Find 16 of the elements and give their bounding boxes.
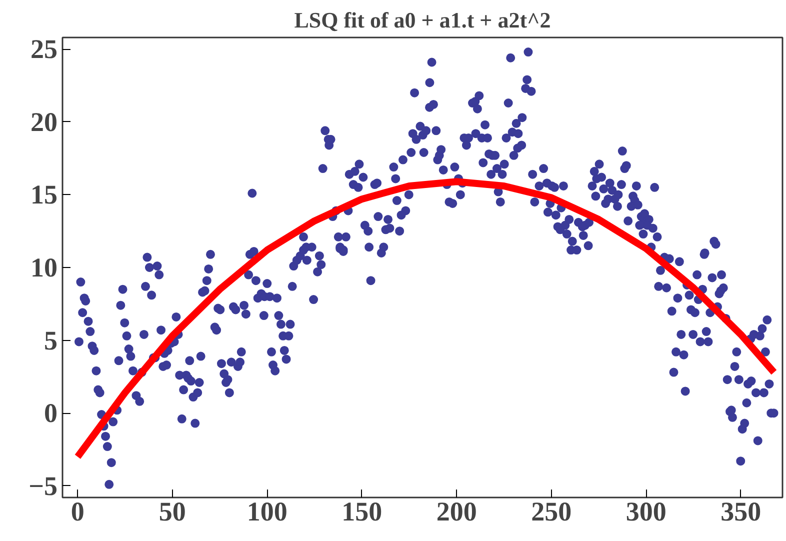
x-tick-label: 0 <box>70 496 84 526</box>
y-tick-label: 0 <box>44 398 58 428</box>
x-tick-label: 300 <box>626 496 666 526</box>
y-tick-label: 10 <box>30 252 58 282</box>
x-tick-label: 100 <box>246 496 288 526</box>
x-tick-label: 350 <box>720 496 762 526</box>
x-tick-label: 50 <box>158 496 186 526</box>
y-tick-label: 15 <box>30 180 58 210</box>
y-tick-label: 20 <box>30 106 58 137</box>
y-tick-label: 5 <box>44 325 58 356</box>
chart-title: LSQ fit of a0 + a1.t + a2t^2 <box>294 8 551 32</box>
x-tick-label: 200 <box>436 496 477 526</box>
y-tick-label: −5 <box>28 470 58 501</box>
y-tick-label: 25 <box>30 34 58 64</box>
x-tick-label: 250 <box>531 496 572 526</box>
x-tick-label: 150 <box>342 496 382 526</box>
